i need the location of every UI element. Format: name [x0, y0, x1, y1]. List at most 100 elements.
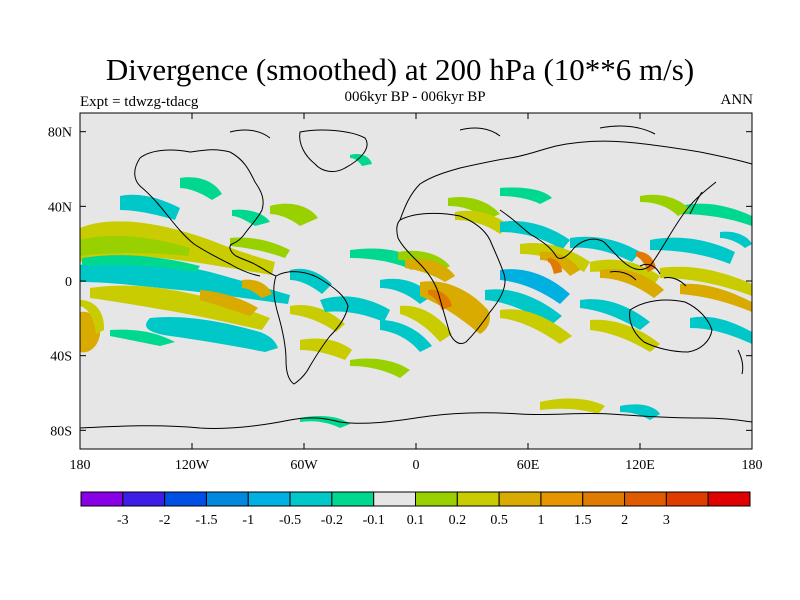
experiment-label: Expt = tdwzg-tdacg — [80, 94, 199, 110]
lon-tick-label: 0 — [413, 458, 420, 473]
colorbar-label: 2 — [621, 513, 628, 528]
colorbar-swatch — [624, 491, 667, 507]
contour-patch — [380, 320, 432, 352]
coastline-antarctica — [80, 412, 752, 430]
contour-patch — [80, 300, 105, 334]
coastlines — [80, 125, 752, 430]
coastline-greenland — [299, 129, 368, 172]
contour-patch — [590, 319, 660, 352]
colorbar-swatch — [331, 491, 375, 507]
colorbar-swatch — [707, 491, 751, 507]
colorbar-label: -1 — [242, 513, 254, 528]
contour-patch — [230, 237, 290, 258]
colorbar-swatch — [582, 491, 626, 507]
contour-patch — [232, 209, 270, 226]
contour-patch — [110, 329, 175, 346]
colorbar-swatch — [665, 491, 709, 507]
contour-patch — [350, 358, 410, 378]
chart-title: Divergence (smoothed) at 200 hPa (10**6 … — [105, 52, 695, 87]
colorbar-label: 3 — [663, 513, 670, 528]
lon-tick-label: 120W — [175, 458, 210, 473]
coastline-north-america — [134, 149, 277, 277]
season-label: ANN — [720, 92, 754, 108]
contour-patch — [270, 203, 318, 226]
colorbar-label: -1.5 — [195, 513, 217, 528]
colorbar-swatch — [164, 491, 207, 507]
colorbar-swatch — [415, 491, 458, 507]
lon-tick-label: 180 — [70, 458, 91, 473]
colorbar-label: 0.2 — [449, 513, 467, 528]
lat-tick-label: 80N — [48, 126, 72, 141]
contour-patch — [580, 299, 650, 330]
coastline-new-zealand — [737, 349, 744, 375]
contour-patch — [660, 266, 752, 296]
contour-patch — [570, 236, 640, 262]
colorbar-swatch — [289, 491, 333, 507]
lon-tick-label: 60W — [290, 458, 318, 473]
lat-tick-label: 80S — [50, 424, 72, 439]
contour-patch — [380, 278, 432, 304]
contour-patch — [300, 338, 352, 360]
contour-patch — [680, 203, 752, 226]
contour-patch — [80, 261, 290, 304]
colorbar-swatch — [373, 491, 416, 507]
contour-patch — [540, 251, 580, 276]
colorbar-label: -0.1 — [363, 513, 385, 528]
colorbar-swatch — [205, 491, 249, 507]
colorbar-swatch — [456, 491, 500, 507]
contour-patch — [180, 177, 222, 200]
contour-patch — [540, 398, 605, 414]
colorbar-label: -0.2 — [321, 513, 343, 528]
contour-patch — [636, 251, 656, 272]
contour-patch — [320, 296, 390, 322]
contour-patch — [500, 187, 552, 204]
colorbar-swatch — [247, 491, 291, 507]
coastline-south-america — [273, 271, 349, 385]
contour-patch — [146, 316, 278, 352]
colorbar-label: 1 — [537, 513, 544, 528]
colorbar-swatch — [498, 491, 542, 507]
contour-patch — [650, 237, 735, 264]
contour-patch — [455, 210, 510, 234]
coastline-japan — [689, 191, 703, 215]
contour-patch — [405, 258, 455, 282]
contour-patch — [640, 194, 690, 216]
contour-patch — [290, 268, 332, 294]
contour-patch — [720, 231, 752, 248]
contour-patch — [500, 220, 570, 250]
coastline-asia — [499, 181, 717, 271]
contour-fills — [80, 154, 752, 428]
contour-patch — [680, 283, 752, 312]
colorbar-label: 0.1 — [407, 513, 425, 528]
axis-ticks: 180 120W 60W 0 60E 120E 180 80N 40N 0 40S 80S — [48, 113, 763, 473]
coastline-europe — [399, 140, 752, 221]
colorbar-swatch — [540, 491, 584, 507]
colorbar-label: -3 — [117, 513, 129, 528]
contour-patch — [200, 290, 258, 316]
contour-patch — [90, 285, 270, 330]
contour-patch — [400, 305, 452, 342]
lat-tick-label: 40N — [48, 200, 72, 215]
contour-patch — [120, 194, 180, 220]
chart-subtitle: 006kyr BP - 006kyr BP — [344, 89, 486, 105]
colorbar-label: -0.5 — [279, 513, 301, 528]
contour-patch — [82, 255, 200, 272]
colorbar: -3 -2 -1.5 -1 -0.5 -0.2 -0.1 0.1 0.2 0.5 1 1.5 2 3 — [80, 491, 751, 528]
colorbar-label: 1.5 — [574, 513, 592, 528]
contour-patch — [500, 309, 572, 344]
contour-patch — [690, 316, 752, 344]
lon-tick-label: 60E — [517, 458, 540, 473]
colorbar-label: 0.5 — [490, 513, 508, 528]
contour-patch — [290, 304, 345, 332]
lat-tick-label: 40S — [50, 350, 72, 365]
lon-tick-label: 180 — [742, 458, 763, 473]
colorbar-label: -2 — [159, 513, 171, 528]
contour-patch — [500, 269, 570, 304]
colorbar-swatch — [80, 491, 124, 507]
contour-patch — [350, 154, 372, 166]
contour-patch — [485, 289, 562, 326]
coastline-australia — [629, 299, 713, 353]
coastline-indonesia — [609, 263, 687, 287]
contour-patch — [80, 235, 190, 256]
